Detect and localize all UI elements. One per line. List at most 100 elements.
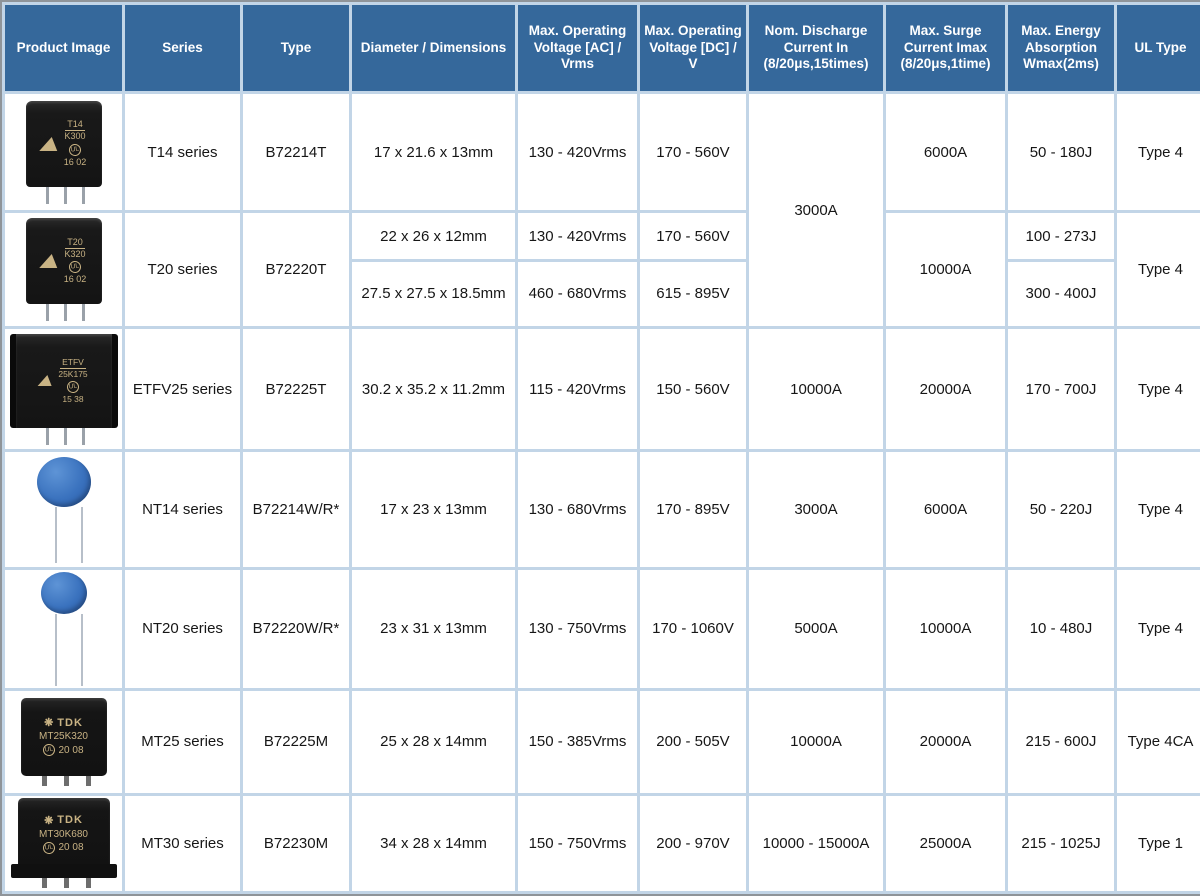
tdk-logo-icon: ❋ <box>44 814 55 827</box>
cell-mt30-vac: 150 - 750Vrms <box>518 795 637 891</box>
cell-t14-t20-discharge: 3000A <box>749 94 883 327</box>
t14-package: T14 K300 UL 16 02 <box>25 100 102 187</box>
cell-etfv25-energy: 170 - 700J <box>1008 329 1114 450</box>
cell-nt14-series: NT14 series <box>125 452 240 567</box>
cell-mt30-surge: 25000A <box>886 795 1005 891</box>
cell-t20-sub1-energy: 100 - 273J <box>1008 213 1114 259</box>
cell-t14-vac: 130 - 420Vrms <box>518 94 637 211</box>
cell-nt14-vac: 130 - 680Vrms <box>518 452 637 567</box>
mt25-package: ❋ TDK MT25K320 UL 20 08 <box>20 697 107 776</box>
cell-mt30-ul: Type 1 <box>1117 795 1200 891</box>
cell-t14-energy: 50 - 180J <box>1008 94 1114 211</box>
cell-t14-vdc: 170 - 560V <box>640 94 746 211</box>
t14-marking-model: T14 <box>65 119 85 132</box>
cell-t20-sub2-vac: 460 - 680Vrms <box>518 261 637 327</box>
cell-mt30-series: MT30 series <box>125 795 240 891</box>
ul-mark-icon: UL <box>42 743 57 757</box>
cell-etfv25-vdc: 150 - 560V <box>640 329 746 450</box>
cell-etfv25-ul: Type 4 <box>1117 329 1200 450</box>
row-t20-sub2: 27.5 x 27.5 x 18.5mm 460 - 680Vrms 615 -… <box>5 261 1200 327</box>
mt25-marking-model: MT25K320 <box>39 731 88 743</box>
cell-t20-sub1-vac: 130 - 420Vrms <box>518 213 637 259</box>
header-series: Series <box>125 5 240 91</box>
header-row: Product Image Series Type Diameter / Dim… <box>5 5 1200 91</box>
nt20-disc <box>40 571 87 614</box>
cell-nt20-energy: 10 - 480J <box>1008 569 1114 688</box>
product-image-t14: T14 K300 UL 16 02 <box>5 94 122 211</box>
mt25-marking-brand: TDK <box>57 716 83 729</box>
cell-nt20-series: NT20 series <box>125 569 240 688</box>
cell-mt30-discharge: 10000 - 15000A <box>749 795 883 891</box>
cell-nt14-dims: 17 x 23 x 13mm <box>352 452 515 567</box>
cell-nt14-type: B72214W/R* <box>243 452 349 567</box>
cell-nt14-surge: 6000A <box>886 452 1005 567</box>
cell-t14-series: T14 series <box>125 94 240 211</box>
header-product-image: Product Image <box>5 5 122 91</box>
cell-mt25-discharge: 10000A <box>749 690 883 793</box>
row-mt30: ❋ TDK MT30K680 UL 20 08 MT30 series B722… <box>5 795 1200 891</box>
cell-mt25-series: MT25 series <box>125 690 240 793</box>
header-max-voltage-dc: Max. Operating Voltage [DC] / V <box>640 5 746 91</box>
cell-mt25-type: B72225M <box>243 690 349 793</box>
cell-etfv25-vac: 115 - 420Vrms <box>518 329 637 450</box>
cell-mt25-ul: Type 4CA <box>1117 690 1200 793</box>
product-image-t20: T20 K320 UL 16 02 <box>5 213 122 327</box>
cell-mt30-dims: 34 x 28 x 14mm <box>352 795 515 891</box>
cell-mt25-vac: 150 - 385Vrms <box>518 690 637 793</box>
row-nt14: NT14 series B72214W/R* 17 x 23 x 13mm 13… <box>5 452 1200 567</box>
etfv25-package: ETFV 25K175 UL 15 38 <box>9 333 118 428</box>
cell-nt20-vac: 130 - 750Vrms <box>518 569 637 688</box>
cell-nt20-vdc: 170 - 1060V <box>640 569 746 688</box>
cell-mt25-energy: 215 - 600J <box>1008 690 1114 793</box>
ul-mark-icon: UL <box>68 142 82 157</box>
cell-nt14-ul: Type 4 <box>1117 452 1200 567</box>
product-image-mt30: ❋ TDK MT30K680 UL 20 08 <box>5 795 122 891</box>
ul-mark-icon: UL <box>42 840 57 855</box>
t14-marking-date: 16 02 <box>63 156 87 167</box>
cell-t20-sub2-energy: 300 - 400J <box>1008 261 1114 327</box>
cell-t14-type: B72214T <box>243 94 349 211</box>
cell-nt20-discharge: 5000A <box>749 569 883 688</box>
t20-package: T20 K320 UL 16 02 <box>25 218 102 305</box>
cell-nt20-type: B72220W/R* <box>243 569 349 688</box>
cell-t20-sub1-dims: 22 x 26 x 12mm <box>352 213 515 259</box>
cell-mt25-surge: 20000A <box>886 690 1005 793</box>
mt30-marking-brand: TDK <box>57 814 83 827</box>
cell-t20-series: T20 series <box>125 213 240 327</box>
product-image-etfv25: ETFV 25K175 UL 15 38 <box>5 329 122 450</box>
t20-marking-date: 16 02 <box>63 274 87 285</box>
cell-t14-dims: 17 x 21.6 x 13mm <box>352 94 515 211</box>
cell-nt14-discharge: 3000A <box>749 452 883 567</box>
cell-mt30-energy: 215 - 1025J <box>1008 795 1114 891</box>
ul-mark-icon: UL <box>68 260 82 275</box>
epcos-logo-icon <box>37 375 55 387</box>
row-etfv25: ETFV 25K175 UL 15 38 ETFV25 series B7222… <box>5 329 1200 450</box>
header-max-voltage-ac: Max. Operating Voltage [AC] / Vrms <box>518 5 637 91</box>
etfv25-marking-date: 15 38 <box>62 393 84 404</box>
t14-marking-code: K300 <box>64 131 86 142</box>
etfv25-marking-model: ETFV <box>60 357 86 369</box>
cell-etfv25-surge: 20000A <box>886 329 1005 450</box>
cell-t20-ul: Type 4 <box>1117 213 1200 327</box>
cell-nt20-dims: 23 x 31 x 13mm <box>352 569 515 688</box>
row-mt25: ❋ TDK MT25K320 UL 20 08 MT25 series B722… <box>5 690 1200 793</box>
cell-nt20-ul: Type 4 <box>1117 569 1200 688</box>
row-t20-sub1: T20 K320 UL 16 02 T20 series B72220T 22 … <box>5 213 1200 327</box>
nt20-leads <box>44 613 83 686</box>
cell-nt14-vdc: 170 - 895V <box>640 452 746 567</box>
row-t14: T14 K300 UL 16 02 T14 series B72214T 17 … <box>5 94 1200 327</box>
cell-nt14-energy: 50 - 220J <box>1008 452 1114 567</box>
cell-etfv25-type: B72225T <box>243 329 349 450</box>
product-image-nt20 <box>5 569 122 688</box>
mt30-package: ❋ TDK MT30K680 UL 20 08 <box>10 798 117 879</box>
header-type: Type <box>243 5 349 91</box>
mt30-leads <box>33 878 94 889</box>
tdk-logo-icon: ❋ <box>44 717 55 730</box>
cell-t20-sub1-vdc: 170 - 560V <box>640 213 746 259</box>
header-dimensions: Diameter / Dimensions <box>352 5 515 91</box>
ul-mark-icon: UL <box>66 379 80 394</box>
product-image-mt25: ❋ TDK MT25K320 UL 20 08 <box>5 690 122 793</box>
mt25-leads <box>33 775 94 786</box>
header-nom-discharge-current: Nom. Discharge Current In (8/20μs,15time… <box>749 5 883 91</box>
